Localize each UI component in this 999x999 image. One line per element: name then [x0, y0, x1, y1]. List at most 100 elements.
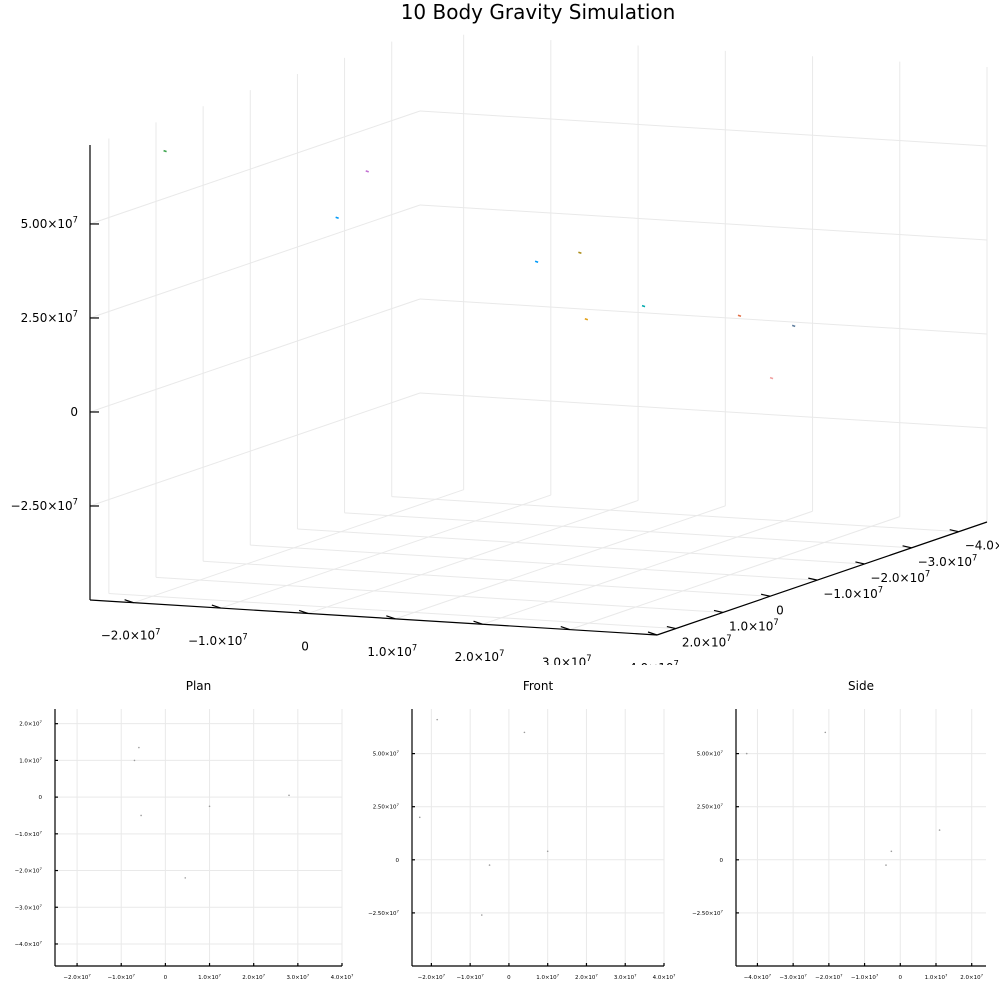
x-tick-label: −1.0×107: [851, 973, 879, 981]
y-tick-label: −3.0×107: [918, 552, 978, 568]
x-tick-label: 0: [899, 975, 903, 981]
body-trajectory: [365, 170, 369, 173]
floor-gridline-x: [220, 494, 552, 609]
panel-title: Plan: [186, 679, 212, 693]
x-tick-label: 1.0×107: [198, 973, 221, 981]
back-wall-gridline-z: [419, 298, 988, 335]
body-point: [885, 864, 887, 866]
x-tick-label: 0: [301, 639, 309, 653]
body-point: [140, 814, 142, 817]
y-tick-label: −2.50×107: [368, 908, 399, 916]
x-tick: [386, 615, 396, 620]
x-tick-label: −1.0×107: [188, 632, 248, 648]
y-tick-label: −2.0×107: [15, 866, 43, 874]
x-tick: [647, 631, 658, 636]
body-point: [418, 816, 421, 819]
x-tick-label: −1.0×107: [108, 973, 136, 981]
floor-gridline-x: [569, 516, 900, 631]
floor-gridline-x: [395, 505, 726, 620]
x-tick-label: 1.0×107: [367, 642, 417, 658]
y-tick-label: 0: [720, 858, 724, 864]
x-tick-label: −3.0×107: [779, 973, 807, 981]
x-tick-label: 3.0×107: [614, 973, 637, 981]
y-tick-label: 0: [776, 603, 784, 617]
body-trajectory: [791, 324, 796, 328]
x-tick-label: −2.0×107: [101, 626, 161, 642]
x-tick-label: 4.0×107: [331, 973, 354, 981]
z-tick-label: 5.00×107: [21, 215, 78, 231]
y-tick: [761, 593, 771, 597]
side-wall-gridline-z: [89, 204, 421, 319]
floor-gridline-x: [482, 510, 813, 625]
body-point: [523, 731, 526, 734]
back-wall-gridline-z: [419, 392, 988, 429]
body-point: [890, 850, 893, 853]
floor-gridline-x: [307, 499, 639, 614]
x-tick-label: −4.0×107: [744, 973, 772, 981]
x-tick-label: 3.0×107: [542, 653, 592, 665]
body-trajectory: [737, 314, 742, 318]
panel-title: Side: [848, 679, 874, 693]
x-tick-label: 2.0×107: [960, 973, 983, 981]
body-trajectory: [584, 317, 589, 321]
y-tick: [666, 625, 676, 630]
floor-gridline-x: [133, 489, 464, 604]
x-tick-label: 1.0×107: [925, 973, 948, 981]
x-tick-label: −2.0×107: [418, 973, 446, 981]
y-tick-label: 2.0×107: [19, 719, 42, 727]
x-tick-label: −2.0×107: [63, 973, 91, 981]
panel-title: Front: [523, 679, 554, 693]
side-wall-gridline-z: [89, 298, 421, 413]
y-tick: [713, 609, 724, 613]
y-tick-label: 5.00×107: [373, 749, 400, 757]
z-tick-label: 2.50×107: [21, 309, 78, 325]
y-tick-label: 2.50×107: [697, 802, 724, 810]
y-tick: [808, 577, 818, 581]
x-axis-line: [89, 599, 658, 636]
floor-gridline-y: [108, 593, 676, 630]
main-3d-plot: 10 Body Gravity Simulation −2.0×107−1.0×…: [11, 0, 999, 665]
body-point: [208, 805, 211, 808]
body-point: [480, 914, 483, 916]
x-tick-label: 3.0×107: [286, 973, 309, 981]
body-trajectory: [335, 216, 339, 219]
y-tick-label: 2.0×107: [682, 633, 732, 649]
x-tick: [211, 604, 222, 609]
x-tick: [560, 626, 570, 631]
side-wall-gridline-z: [89, 110, 421, 225]
body-trajectory: [578, 251, 582, 254]
y-tick-label: −2.0×107: [870, 569, 930, 585]
y-tick-label: −1.0×107: [15, 829, 43, 837]
x-tick-label: 2.0×107: [575, 973, 598, 981]
x-tick-label: 4.0×107: [629, 659, 679, 665]
y-tick-label: 0: [39, 795, 43, 801]
body-point: [133, 759, 136, 762]
x-tick-label: −1.0×107: [456, 973, 484, 981]
floor-gridline-y: [250, 544, 818, 581]
x-tick-label: 2.0×107: [455, 648, 505, 664]
y-tick-label: 1.0×107: [729, 617, 779, 633]
back-wall-gridline-z: [419, 110, 988, 147]
floor-gridline-y: [297, 528, 865, 565]
floor-gridline-y: [391, 496, 959, 533]
body-point: [436, 718, 439, 721]
body-point: [288, 794, 290, 797]
side-wall-gridline-z: [89, 392, 421, 507]
y-tick-label: −1.0×107: [823, 585, 883, 601]
y-tick-label: 1.0×107: [19, 756, 42, 764]
y-tick-label: −2.50×107: [692, 908, 723, 916]
y-tick-label: 0: [396, 858, 400, 864]
x-tick-label: −2.0×107: [815, 973, 843, 981]
x-tick-label: 0: [507, 975, 511, 981]
y-tick-label: −4.0×107: [15, 939, 43, 947]
body-trajectory: [769, 376, 774, 380]
body-point: [546, 850, 549, 853]
body-point: [824, 731, 827, 734]
x-tick: [298, 609, 309, 615]
body-point: [184, 877, 187, 879]
x-tick: [473, 620, 483, 625]
x-tick-label: 2.0×107: [242, 973, 265, 981]
back-wall-gridline-z: [419, 204, 988, 241]
